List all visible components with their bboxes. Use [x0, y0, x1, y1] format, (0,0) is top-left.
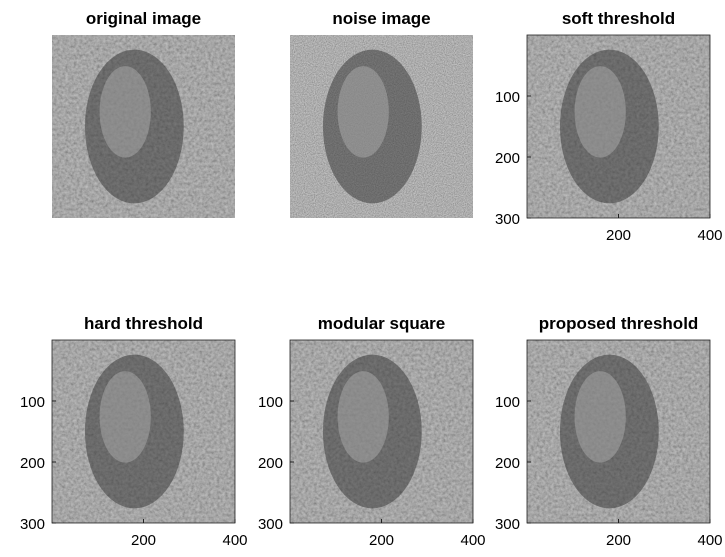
y-tick-label: 200 — [495, 455, 520, 472]
face-light — [100, 371, 151, 463]
face-light — [338, 371, 389, 463]
x-tick-label: 200 — [131, 532, 156, 549]
y-tick-label: 200 — [20, 455, 45, 472]
panel-title: original image — [86, 9, 201, 28]
y-tick-label: 300 — [495, 211, 520, 228]
face-light — [575, 371, 626, 463]
y-tick-label: 200 — [495, 150, 520, 167]
y-tick-label: 200 — [258, 455, 283, 472]
face-light — [338, 66, 389, 158]
x-tick-label: 400 — [222, 532, 247, 549]
panel: original image — [52, 9, 235, 218]
y-tick-label: 300 — [20, 516, 45, 533]
panel-title: hard threshold — [84, 314, 203, 333]
panel: noise image — [290, 9, 473, 218]
x-tick-label: 400 — [460, 532, 485, 549]
x-tick-label: 200 — [369, 532, 394, 549]
y-tick-label: 100 — [258, 394, 283, 411]
x-tick-label: 200 — [606, 532, 631, 549]
y-tick-label: 300 — [258, 516, 283, 533]
panel-title: modular square — [318, 314, 446, 333]
panel-title: noise image — [332, 9, 430, 28]
panel: hard threshold 100 200 300 200 400 — [20, 314, 248, 549]
panel: modular square 100 200 300 200 400 — [258, 314, 486, 549]
y-tick-label: 100 — [495, 394, 520, 411]
y-tick-label: 300 — [495, 516, 520, 533]
figure: original image noise image soft threshold 1… — [0, 0, 725, 552]
face-light — [575, 66, 626, 158]
x-tick-label: 200 — [606, 227, 631, 244]
panel-title: soft threshold — [562, 9, 675, 28]
page: {"panels": [ {"title": "original image"}… — [0, 0, 725, 557]
panel: soft threshold 100 200 300 200 400 — [495, 9, 723, 244]
x-tick-label: 400 — [697, 532, 722, 549]
y-tick-label: 100 — [495, 89, 520, 106]
face-light — [100, 66, 151, 158]
panel: proposed threshold 100 200 300 200 400 — [495, 314, 723, 549]
x-tick-label: 400 — [697, 227, 722, 244]
panel-title: proposed threshold — [539, 314, 699, 333]
y-tick-label: 100 — [20, 394, 45, 411]
